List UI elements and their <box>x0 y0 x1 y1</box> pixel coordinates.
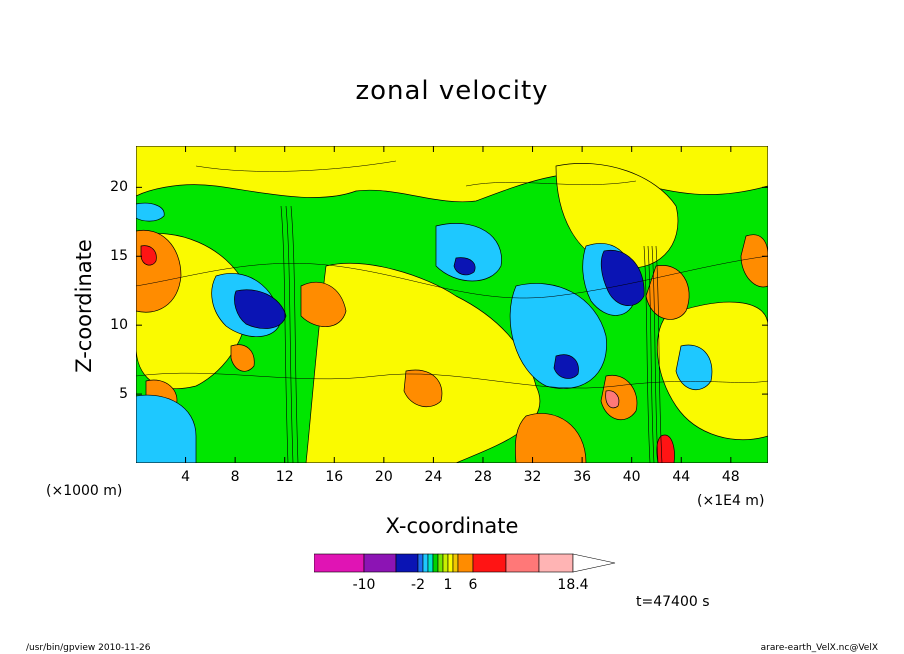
x-tick-label: 32 <box>523 469 542 485</box>
colorbar-cell <box>472 553 507 573</box>
colorbar-tick-label: 6 <box>468 577 478 593</box>
x-tick-label: 36 <box>573 469 592 485</box>
negative-region <box>435 223 502 282</box>
footer-left: /usr/bin/gpview 2010-11-26 <box>26 643 151 653</box>
x-tick-label: 12 <box>275 469 294 485</box>
strong-positive-region <box>645 265 690 320</box>
strong-positive-region <box>300 281 347 328</box>
colorbar-cell <box>427 553 434 573</box>
y-tick-label: 10 <box>110 317 128 334</box>
time-label: t=47400 s <box>636 594 710 610</box>
contour-plot <box>136 146 768 463</box>
strong-negative-region <box>553 354 579 379</box>
x-tick-label: 44 <box>672 469 691 485</box>
y-tick-label: 5 <box>119 386 128 403</box>
positive-region <box>555 163 679 269</box>
colorbar-tick-label: 1 <box>443 577 453 593</box>
strong-negative-region <box>234 289 287 329</box>
x-tick-label: 8 <box>230 469 240 485</box>
colorbar-cell <box>447 553 454 573</box>
strong-positive-region <box>403 369 443 408</box>
positive-region <box>305 263 541 463</box>
peak-positive-region <box>140 245 157 266</box>
colorbar-cell <box>432 553 439 573</box>
strong-negative-region <box>600 249 645 306</box>
negative-region <box>509 283 607 389</box>
colorbar-tick-label: -2 <box>411 577 425 593</box>
x-tick-label: 48 <box>721 469 740 485</box>
x-unit-left: (×1000 m) <box>46 483 123 499</box>
positive-region <box>656 301 768 441</box>
colorbar-cell <box>417 553 424 573</box>
strong-positive-region <box>600 374 638 421</box>
colorbar-cell <box>457 553 474 573</box>
turbulent-column <box>280 205 663 463</box>
x-tick-label: 20 <box>374 469 393 485</box>
strong-negative-region <box>453 257 476 276</box>
negative-region <box>136 394 197 463</box>
x-tick-label: 40 <box>622 469 641 485</box>
colorbar-cell <box>395 553 419 573</box>
x-tick-label: 28 <box>474 469 492 485</box>
y-axis-label: Z-coordinate <box>72 239 96 373</box>
colorbar-cell <box>314 553 365 573</box>
x-tick-label: 16 <box>325 469 344 485</box>
negative-region <box>136 202 165 222</box>
colorbar-cell <box>363 553 397 573</box>
strong-positive-region <box>740 234 768 288</box>
strong-positive-region <box>230 344 255 372</box>
colorbar-cell <box>437 553 444 573</box>
colorbar-cell <box>505 553 540 573</box>
contour-lines <box>136 160 768 389</box>
colorbar-tick-label: 18.4 <box>557 577 589 593</box>
colorbar-extension <box>572 553 616 573</box>
colorbar-cell <box>442 553 449 573</box>
colorbar-cell <box>422 553 429 573</box>
x-tick-label: 4 <box>181 469 191 485</box>
footer-right: arare-earth_VelX.nc@VelX <box>760 643 878 653</box>
colorbar <box>314 553 616 573</box>
x-unit-right: (×1E4 m) <box>697 493 765 509</box>
colorbar-cell <box>538 553 574 573</box>
colorbar-cell <box>452 553 459 573</box>
y-tick-label: 20 <box>110 179 128 196</box>
chart-title: zonal velocity <box>355 76 549 106</box>
x-tick-label: 24 <box>424 469 443 485</box>
y-tick-label: 15 <box>110 248 128 265</box>
x-axis-label: X-coordinate <box>385 514 519 538</box>
peak-positive-region <box>605 390 620 409</box>
colorbar-tick-label: -10 <box>352 577 376 593</box>
